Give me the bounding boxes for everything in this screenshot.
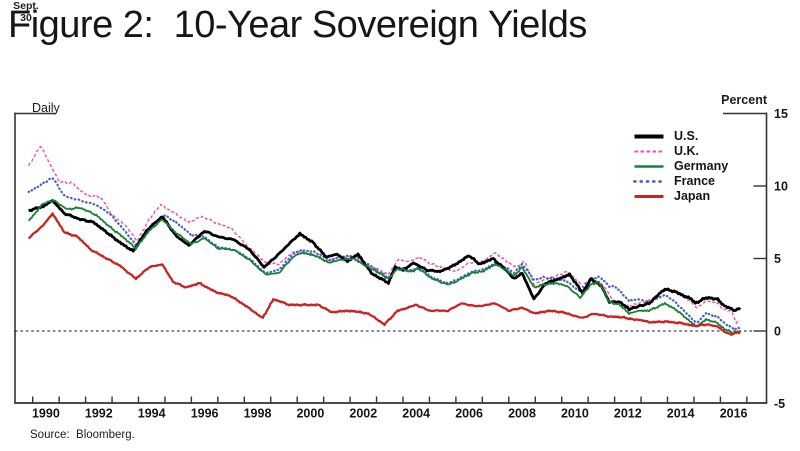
legend-item-germany: Germany: [633, 159, 728, 174]
series-line-france: [27, 176, 742, 331]
x-tick-label: 1996: [191, 407, 219, 421]
x-tick-label: 1998: [244, 407, 272, 421]
x-tick-label: 2002: [349, 407, 377, 421]
x-tick-label: 1994: [138, 407, 166, 421]
x-tick-label: 2000: [296, 407, 324, 421]
end-date-annotation-line1: Sept.: [13, 0, 39, 12]
legend-label: U.S.: [674, 129, 699, 143]
end-date-annotation: Sept. 30: [0, 0, 52, 25]
legend-item-us: U.S.: [633, 129, 728, 144]
x-tick-label: 2010: [561, 407, 589, 421]
y-tick-label: 5: [774, 252, 781, 266]
y-tick-label: 10: [774, 180, 788, 194]
legend-swatch-line: [634, 165, 664, 168]
legend-swatch-line: [633, 180, 665, 183]
figure-title: Figure 2: 10-Year Sovereign Yields: [8, 4, 587, 46]
series-line-japan: [27, 212, 741, 336]
legend-label: U.K.: [674, 144, 699, 158]
x-tick-label: 2008: [508, 407, 536, 421]
legend-item-japan: Japan: [633, 189, 728, 204]
legend-label: Japan: [674, 189, 711, 203]
y-tick-label: 0: [774, 325, 781, 339]
legend-item-france: France: [633, 174, 728, 189]
series-line-us: [27, 199, 742, 312]
series-line-germany: [27, 199, 741, 335]
legend-label: Germany: [674, 159, 729, 173]
legend-item-uk: U.K.: [633, 144, 728, 159]
x-tick-label: 2006: [455, 407, 483, 421]
x-tick-label: 2016: [720, 407, 748, 421]
x-tick-label: 2014: [667, 407, 695, 421]
end-date-annotation-line2: 30: [20, 12, 32, 25]
y-axis-unit-label: Percent: [721, 93, 767, 107]
y-tick-label: 15: [774, 107, 788, 121]
y-tick-label: -5: [774, 397, 785, 411]
x-tick-label: 2012: [614, 407, 642, 421]
chart-legend: U.S. U.K. Germany France Japan: [633, 129, 728, 204]
source-note: Source: Bloomberg.: [30, 429, 135, 441]
legend-swatch-line: [634, 134, 664, 139]
legend-swatch-line: [634, 195, 664, 198]
legend-label: France: [674, 174, 715, 188]
x-tick-label: 1990: [32, 407, 60, 421]
legend-swatch-line: [634, 150, 664, 153]
x-tick-label: 2004: [402, 407, 430, 421]
x-tick-label: 1992: [85, 407, 113, 421]
frequency-label: Daily: [32, 101, 60, 115]
